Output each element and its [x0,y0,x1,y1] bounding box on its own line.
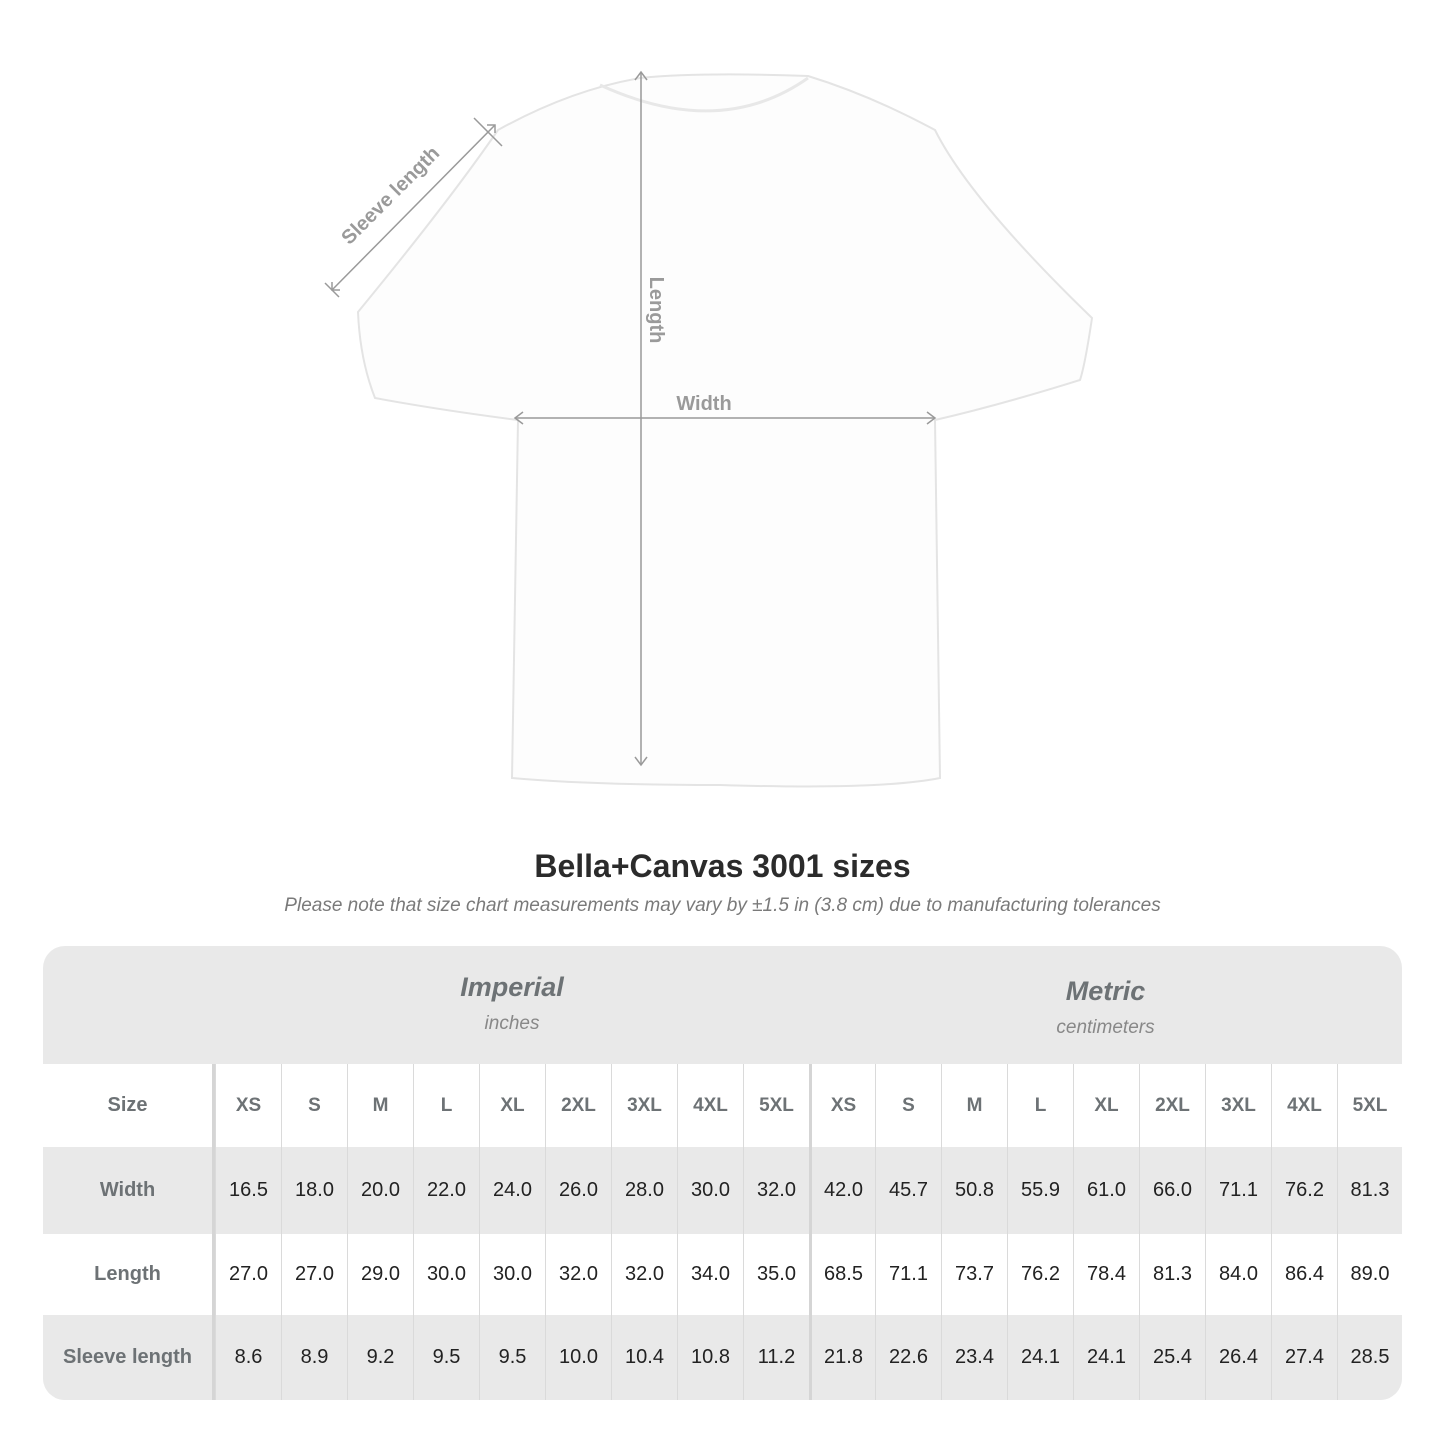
size-header-cell: 4XL [1271,1064,1337,1147]
size-header-cell: S [281,1064,347,1147]
table-cell: 29.0 [347,1234,413,1315]
size-table: Imperial inches Metric centimeters Size X… [43,946,1402,1400]
size-header-cell: 3XL [611,1064,677,1147]
imperial-unit: inches [484,1013,540,1034]
size-header-cell: L [413,1064,479,1147]
table-cell: 71.1 [875,1234,941,1315]
table-cell: 28.5 [1337,1315,1402,1400]
table-cell: 76.2 [1271,1147,1337,1234]
table-cell: 11.2 [743,1315,809,1400]
table-cell: 84.0 [1205,1234,1271,1315]
size-header-cell: 3XL [1205,1064,1271,1147]
size-header-cell: 5XL [1337,1064,1402,1147]
table-row-sleeve-length: Sleeve length 8.6 8.9 9.2 9.5 9.5 10.0 10.4 10.8… [43,1315,1402,1400]
metric-header: Metric centimeters [809,946,1402,1064]
table-cell: 21.8 [809,1315,875,1400]
table-cell: 32.0 [611,1234,677,1315]
row-label: Width [43,1147,215,1234]
row-label: Sleeve length [43,1315,215,1400]
measurement-lines [324,70,937,767]
tolerance-note: Please note that size chart measurements… [284,895,1161,916]
size-header-cell: XS [809,1064,875,1147]
metric-unit: centimeters [1056,1017,1155,1038]
table-cell: 81.3 [1337,1147,1402,1234]
table-cell: 22.0 [413,1147,479,1234]
table-cell: 9.5 [413,1315,479,1400]
size-header-cell: 5XL [743,1064,809,1147]
table-cell: 10.4 [611,1315,677,1400]
table-cell: 16.5 [215,1147,281,1234]
table-cell: 61.0 [1073,1147,1139,1234]
size-header-cell: XL [1073,1064,1139,1147]
table-cell: 22.6 [875,1315,941,1400]
table-cell: 42.0 [809,1147,875,1234]
table-cell: 8.6 [215,1315,281,1400]
table-cell: 73.7 [941,1234,1007,1315]
table-cell: 66.0 [1139,1147,1205,1234]
table-cell: 8.9 [281,1315,347,1400]
table-cell: 9.5 [479,1315,545,1400]
table-cell: 26.0 [545,1147,611,1234]
imperial-header: Imperial inches [215,946,809,1064]
table-cell: 32.0 [743,1147,809,1234]
table-cell: 76.2 [1007,1234,1073,1315]
size-header-cell: L [1007,1064,1073,1147]
size-header-cell: 4XL [677,1064,743,1147]
table-cell: 30.0 [479,1234,545,1315]
metric-label: Metric [1065,976,1146,1006]
table-cell: 28.0 [611,1147,677,1234]
table-cell: 55.9 [1007,1147,1073,1234]
table-row-length: Length 27.0 27.0 29.0 30.0 30.0 32.0 32.0 34.0 35… [43,1234,1402,1315]
table-cell: 18.0 [281,1147,347,1234]
table-cell: 24.0 [479,1147,545,1234]
table-cell: 35.0 [743,1234,809,1315]
width-label: Width [676,393,731,415]
size-header-cell: M [941,1064,1007,1147]
table-cell: 78.4 [1073,1234,1139,1315]
row-label: Length [43,1234,215,1315]
table-cell: 32.0 [545,1234,611,1315]
table-cell: 71.1 [1205,1147,1271,1234]
size-header-cell: M [347,1064,413,1147]
size-header-cell: 2XL [545,1064,611,1147]
table-cell: 86.4 [1271,1234,1337,1315]
table-cell: 30.0 [677,1147,743,1234]
page-title: Bella+Canvas 3001 sizes [534,848,911,884]
table-cell: 26.4 [1205,1315,1271,1400]
table-cell: 89.0 [1337,1234,1402,1315]
size-header-cell: 2XL [1139,1064,1205,1147]
table-cell: 81.3 [1139,1234,1205,1315]
table-cell: 27.0 [281,1234,347,1315]
imperial-label: Imperial [460,972,564,1002]
length-label: Length [645,277,667,344]
table-cell: 23.4 [941,1315,1007,1400]
table-cell: 27.0 [215,1234,281,1315]
size-header-row: Size XS S M L XL 2XL 3XL 4XL 5XL XS S M L XL 2XL 3XL 4XL 5… [43,1064,1402,1147]
tshirt-diagram: Sleeve length Length Width [324,70,1094,788]
table-cell: 45.7 [875,1147,941,1234]
table-cell: 34.0 [677,1234,743,1315]
table-row-width: Width 16.5 18.0 20.0 22.0 24.0 26.0 28.0 30.0 32.… [43,1147,1402,1234]
size-header-cell: XS [215,1064,281,1147]
table-cell: 24.1 [1073,1315,1139,1400]
row-label: Size [43,1064,215,1147]
table-cell: 27.4 [1271,1315,1337,1400]
table-cell: 9.2 [347,1315,413,1400]
table-cell: 24.1 [1007,1315,1073,1400]
table-cell: 20.0 [347,1147,413,1234]
table-cell: 10.8 [677,1315,743,1400]
tshirt-shape [356,73,1094,788]
size-header-cell: S [875,1064,941,1147]
table-cell: 25.4 [1139,1315,1205,1400]
table-cell: 30.0 [413,1234,479,1315]
table-cell: 68.5 [809,1234,875,1315]
size-header-cell: XL [479,1064,545,1147]
table-cell: 50.8 [941,1147,1007,1234]
table-cell: 10.0 [545,1315,611,1400]
